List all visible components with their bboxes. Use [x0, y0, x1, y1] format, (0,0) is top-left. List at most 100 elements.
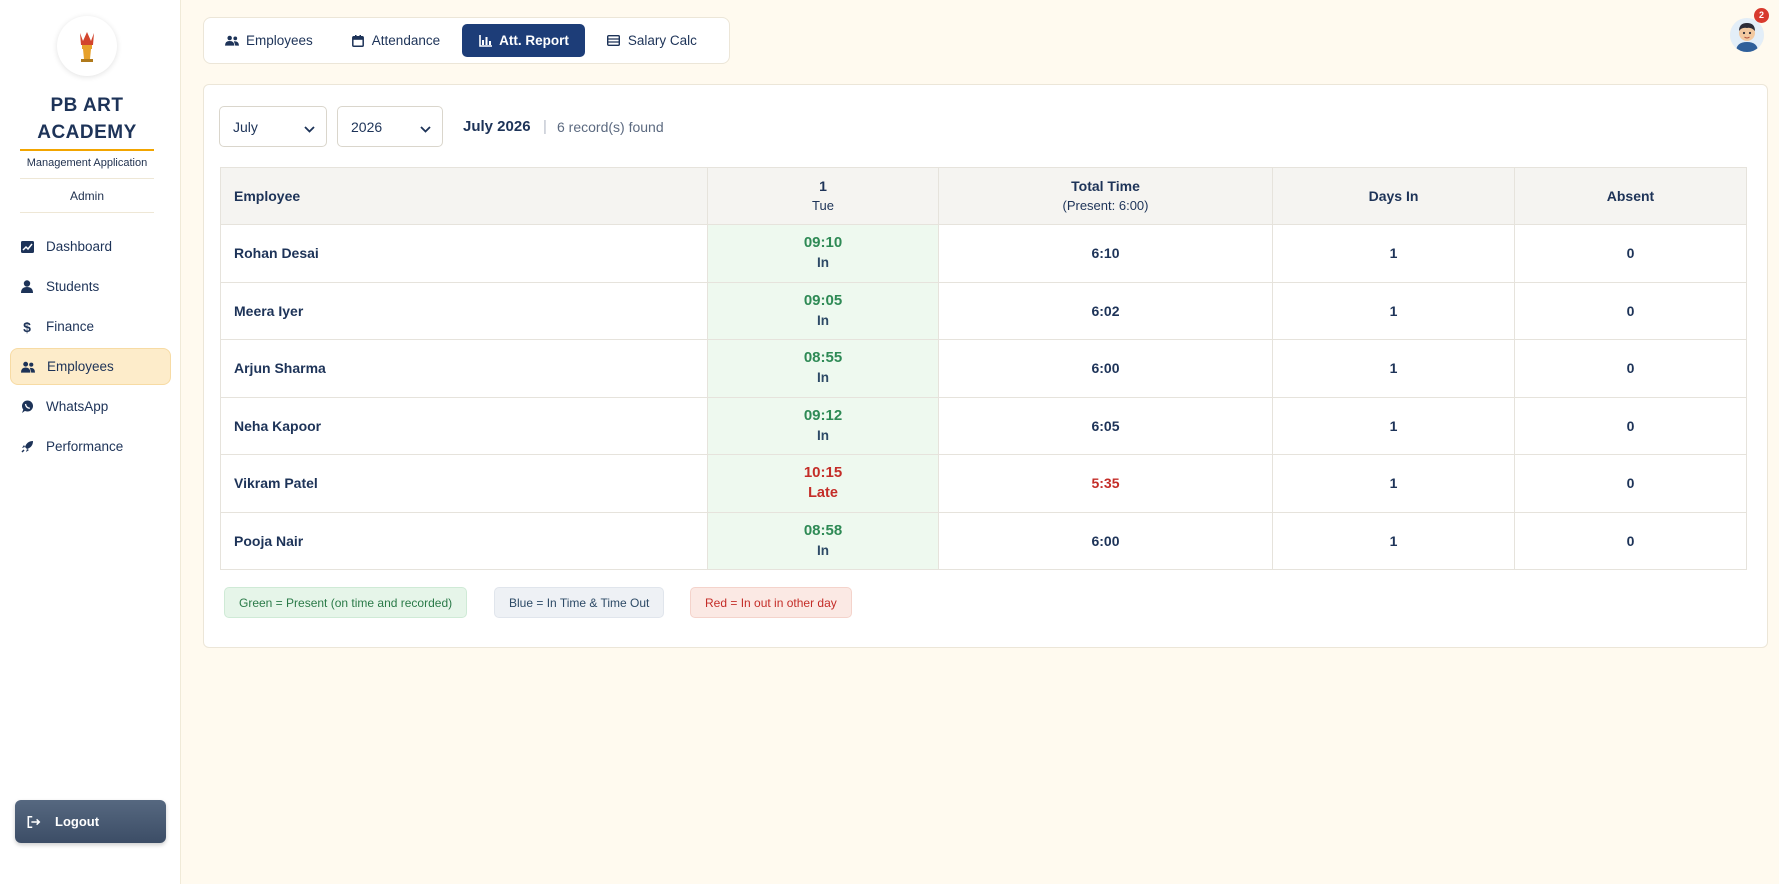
notification-badge[interactable]: 2: [1754, 8, 1769, 23]
column-header-total-time: Total Time (Present: 6:00): [938, 167, 1273, 225]
total-time: 6:00: [938, 339, 1273, 398]
records-count: 6 record(s) found: [557, 119, 664, 135]
tab-employees[interactable]: Employees: [209, 24, 329, 57]
employee-name: Neha Kapoor: [220, 396, 708, 455]
table-row[interactable]: Meera Iyer 09:05 In 6:02 1 0: [220, 281, 1747, 340]
attendance-table: Employee 1 Tue Total Time (Present: 6:00…: [220, 167, 1747, 570]
day-cell[interactable]: 08:58 In: [707, 511, 939, 570]
whatsapp-icon: [20, 400, 34, 414]
bar-chart-icon: [478, 34, 492, 47]
sidebar-item-whatsapp[interactable]: WhatsApp: [10, 388, 171, 425]
total-time: 6:05: [938, 396, 1273, 455]
legend-blue: Blue = In Time & Time Out: [494, 587, 665, 618]
column-header-day: 1 Tue: [707, 167, 939, 225]
attendance-status: In: [817, 370, 829, 386]
sidebar: PB ART ACADEMY Management Application Ad…: [0, 0, 181, 884]
attendance-status: In: [817, 542, 829, 558]
table-row[interactable]: Pooja Nair 08:58 In 6:00 1 0: [220, 511, 1747, 570]
days-in: 1: [1272, 511, 1515, 570]
day-cell[interactable]: 09:10 In: [707, 224, 939, 283]
month-select-value: July: [233, 118, 258, 135]
table-row[interactable]: Arjun Sharma 08:55 In 6:00 1 0: [220, 339, 1747, 398]
total-time: 6:10: [938, 224, 1273, 283]
tab-att-report[interactable]: Att. Report: [462, 24, 585, 57]
year-select[interactable]: 2026: [337, 106, 443, 147]
day-name: Tue: [812, 198, 834, 213]
module-tabs: Employees Attendance Att. Report Salary …: [203, 17, 730, 64]
absent-count: 0: [1514, 224, 1747, 283]
tab-label: Attendance: [371, 33, 441, 48]
days-in: 1: [1272, 281, 1515, 340]
users-icon: [225, 35, 239, 47]
year-select-value: 2026: [351, 118, 383, 135]
divider: [20, 178, 154, 179]
sidebar-nav: Dashboard Students $ Finance Employees W…: [10, 228, 171, 468]
separator: |: [543, 118, 547, 135]
user-icon: [20, 280, 34, 294]
attendance-report-card: July 2026 July 2026 | 6 record(s) found …: [203, 84, 1768, 648]
absent-count: 0: [1514, 454, 1747, 513]
sidebar-item-students[interactable]: Students: [10, 268, 171, 305]
sidebar-item-employees[interactable]: Employees: [10, 348, 171, 385]
employee-name: Pooja Nair: [220, 511, 708, 570]
absent-count: 0: [1514, 396, 1747, 455]
academy-logo: [57, 16, 117, 76]
month-select[interactable]: July: [219, 106, 327, 147]
sidebar-item-dashboard[interactable]: Dashboard: [10, 228, 171, 265]
employee-name: Meera Iyer: [220, 281, 708, 340]
days-in: 1: [1272, 339, 1515, 398]
dollar-icon: $: [23, 318, 31, 335]
attendance-status: In: [817, 312, 829, 328]
day-cell[interactable]: 10:15 Late: [707, 454, 939, 513]
chart-icon: [20, 240, 34, 254]
attendance-status: In: [817, 255, 829, 271]
table-row[interactable]: Neha Kapoor 09:12 In 6:05 1 0: [220, 396, 1747, 455]
tab-attendance[interactable]: Attendance: [335, 24, 456, 57]
legend-red: Red = In out in other day: [690, 587, 852, 618]
attendance-status: Late: [808, 485, 838, 502]
rocket-icon: [20, 440, 34, 454]
days-in: 1: [1272, 396, 1515, 455]
days-in: 1: [1272, 224, 1515, 283]
column-header-absent: Absent: [1514, 167, 1747, 225]
days-in: 1: [1272, 454, 1515, 513]
sidebar-item-label: Finance: [46, 319, 95, 334]
absent-count: 0: [1514, 281, 1747, 340]
check-in-time: 08:55: [803, 349, 843, 367]
sidebar-item-label: Employees: [47, 359, 114, 374]
day-cell[interactable]: 08:55 In: [707, 339, 939, 398]
sidebar-item-performance[interactable]: Performance: [10, 428, 171, 465]
user-avatar[interactable]: [1730, 18, 1764, 52]
table-header-row: Employee 1 Tue Total Time (Present: 6:00…: [220, 167, 1747, 225]
table-row[interactable]: Vikram Patel 10:15 Late 5:35 1 0: [220, 454, 1747, 513]
calendar-icon: [351, 34, 365, 47]
table-row[interactable]: Rohan Desai 09:10 In 6:10 1 0: [220, 224, 1747, 283]
check-in-time: 09:12: [803, 406, 843, 424]
tab-salary-calc[interactable]: Salary Calc: [591, 24, 713, 57]
total-time: 5:35: [938, 454, 1273, 513]
day-cell[interactable]: 09:05 In: [707, 281, 939, 340]
sidebar-item-label: Performance: [46, 439, 124, 454]
employee-name: Arjun Sharma: [220, 339, 708, 398]
sidebar-item-finance[interactable]: $ Finance: [10, 308, 171, 345]
legend-green: Green = Present (on time and recorded): [224, 587, 468, 618]
logout-label: Logout: [55, 814, 100, 829]
check-in-time: 09:10: [803, 234, 843, 252]
logout-button[interactable]: Logout: [15, 800, 166, 843]
chevron-down-icon: [304, 120, 315, 136]
chevron-down-icon: [420, 120, 431, 136]
employee-name: Vikram Patel: [220, 454, 708, 513]
day-cell[interactable]: 09:12 In: [707, 396, 939, 455]
tab-label: Employees: [246, 33, 313, 48]
employee-name: Rohan Desai: [220, 224, 708, 283]
column-header-days-in: Days In: [1272, 167, 1515, 225]
absent-count: 0: [1514, 511, 1747, 570]
sidebar-item-label: WhatsApp: [46, 399, 109, 414]
user-role: Admin: [69, 189, 104, 203]
brand-subtitle: Management Application: [26, 157, 148, 169]
check-in-time: 09:05: [803, 291, 843, 309]
total-time-subtitle: (Present: 6:00): [1062, 198, 1149, 213]
check-in-time: 08:58: [803, 521, 843, 539]
list-icon: [607, 35, 621, 47]
column-header-employee[interactable]: Employee: [220, 167, 708, 225]
